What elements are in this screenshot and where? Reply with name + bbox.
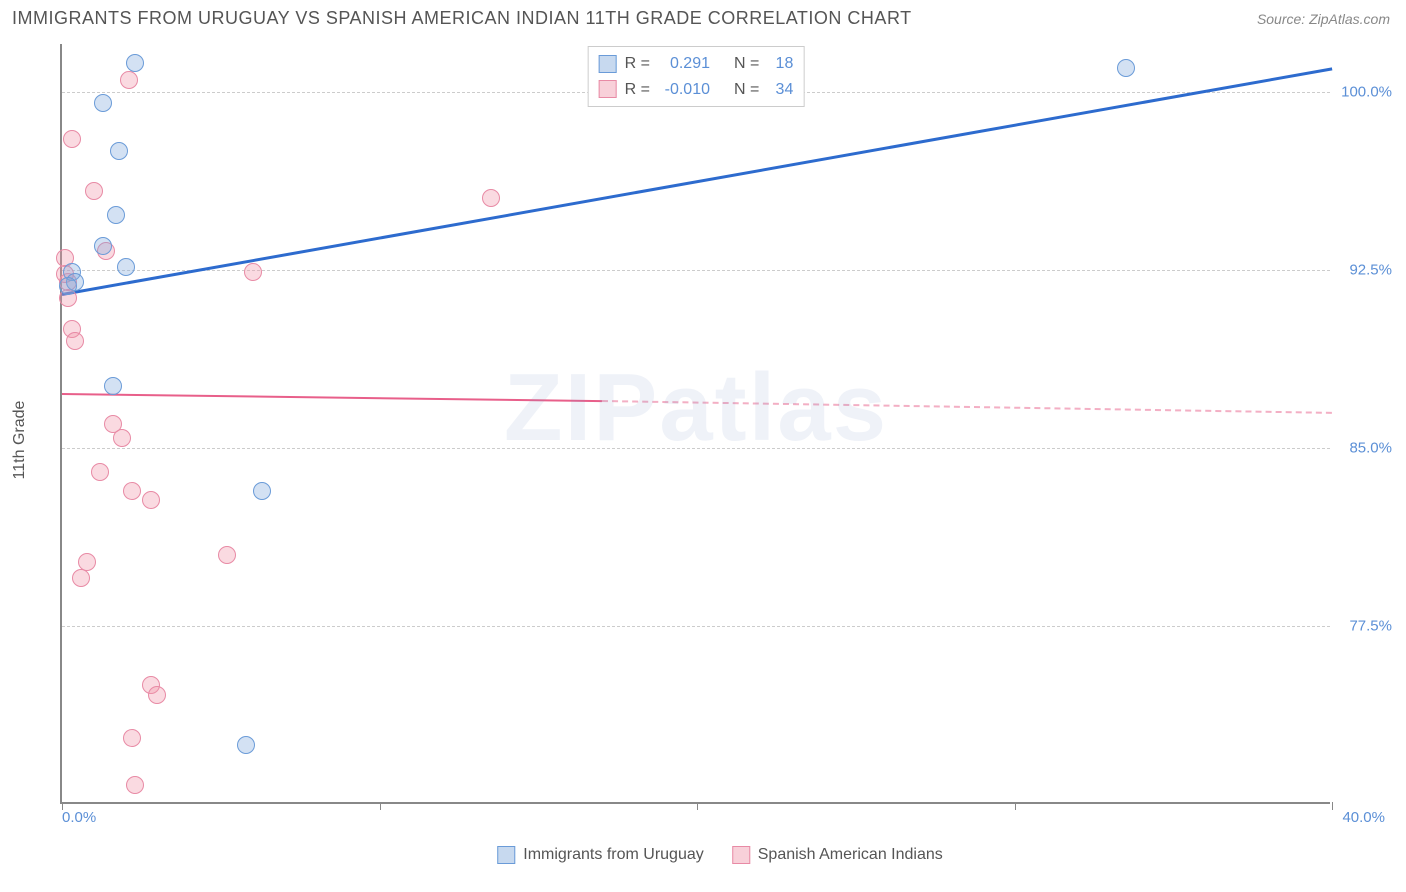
stats-legend: R = 0.291 N = 18 R = -0.010 N = 34: [588, 46, 805, 107]
datapoint-pink: [91, 463, 109, 481]
datapoint-pink: [123, 482, 141, 500]
datapoint-blue: [117, 258, 135, 276]
bottom-legend: Immigrants from Uruguay Spanish American…: [497, 846, 943, 864]
xtick-mark: [1332, 802, 1333, 810]
datapoint-blue: [94, 94, 112, 112]
swatch-blue-icon: [599, 55, 617, 73]
ytick-label: 77.5%: [1349, 617, 1392, 634]
ytick-label: 100.0%: [1341, 83, 1392, 100]
stats-row-blue: R = 0.291 N = 18: [599, 51, 794, 77]
datapoint-pink: [142, 491, 160, 509]
datapoint-blue: [253, 482, 271, 500]
r-label: R =: [625, 51, 650, 77]
datapoint-blue: [94, 237, 112, 255]
datapoint-blue: [107, 206, 125, 224]
legend-label: Spanish American Indians: [758, 846, 943, 864]
watermark-text: ZIPatlas: [504, 353, 888, 463]
datapoint-blue: [59, 277, 77, 295]
n-label: N =: [734, 51, 759, 77]
datapoint-pink: [63, 130, 81, 148]
ytick-label: 85.0%: [1349, 439, 1392, 456]
r-value: -0.010: [658, 77, 710, 103]
chart-header: IMMIGRANTS FROM URUGUAY VS SPANISH AMERI…: [0, 0, 1406, 33]
swatch-blue-icon: [497, 846, 515, 864]
gridline: [62, 626, 1330, 627]
chart-container: 11th Grade ZIPatlas R = 0.291 N = 18 R =…: [50, 44, 1390, 836]
plot-area: ZIPatlas R = 0.291 N = 18 R = -0.010 N =…: [60, 44, 1330, 804]
datapoint-blue: [1117, 59, 1135, 77]
xtick-mark: [1015, 802, 1016, 810]
xtick-label: 40.0%: [1342, 809, 1385, 826]
stats-row-pink: R = -0.010 N = 34: [599, 77, 794, 103]
datapoint-pink: [85, 182, 103, 200]
n-value: 18: [767, 51, 793, 77]
datapoint-pink: [66, 332, 84, 350]
datapoint-pink: [148, 686, 166, 704]
xtick-mark: [697, 802, 698, 810]
datapoint-blue: [237, 736, 255, 754]
xtick-label: 0.0%: [62, 809, 96, 826]
swatch-pink-icon: [732, 846, 750, 864]
datapoint-pink: [126, 776, 144, 794]
chart-source: Source: ZipAtlas.com: [1257, 11, 1390, 27]
trendline-pink-dashed: [602, 400, 1332, 414]
ytick-label: 92.5%: [1349, 261, 1392, 278]
datapoint-blue: [110, 142, 128, 160]
r-value: 0.291: [658, 51, 710, 77]
datapoint-blue: [126, 54, 144, 72]
datapoint-pink: [113, 429, 131, 447]
swatch-pink-icon: [599, 80, 617, 98]
datapoint-pink: [218, 546, 236, 564]
datapoint-pink: [123, 729, 141, 747]
y-axis-title: 11th Grade: [11, 401, 29, 480]
chart-title: IMMIGRANTS FROM URUGUAY VS SPANISH AMERI…: [12, 8, 912, 29]
n-value: 34: [767, 77, 793, 103]
datapoint-blue: [104, 377, 122, 395]
legend-label: Immigrants from Uruguay: [523, 846, 704, 864]
trendline-pink-solid: [62, 393, 602, 402]
datapoint-pink: [120, 71, 138, 89]
n-label: N =: [734, 77, 759, 103]
r-label: R =: [625, 77, 650, 103]
datapoint-pink: [482, 189, 500, 207]
datapoint-pink: [72, 569, 90, 587]
legend-item-blue: Immigrants from Uruguay: [497, 846, 704, 864]
legend-item-pink: Spanish American Indians: [732, 846, 943, 864]
xtick-mark: [380, 802, 381, 810]
datapoint-pink: [244, 263, 262, 281]
gridline: [62, 448, 1330, 449]
datapoint-pink: [78, 553, 96, 571]
